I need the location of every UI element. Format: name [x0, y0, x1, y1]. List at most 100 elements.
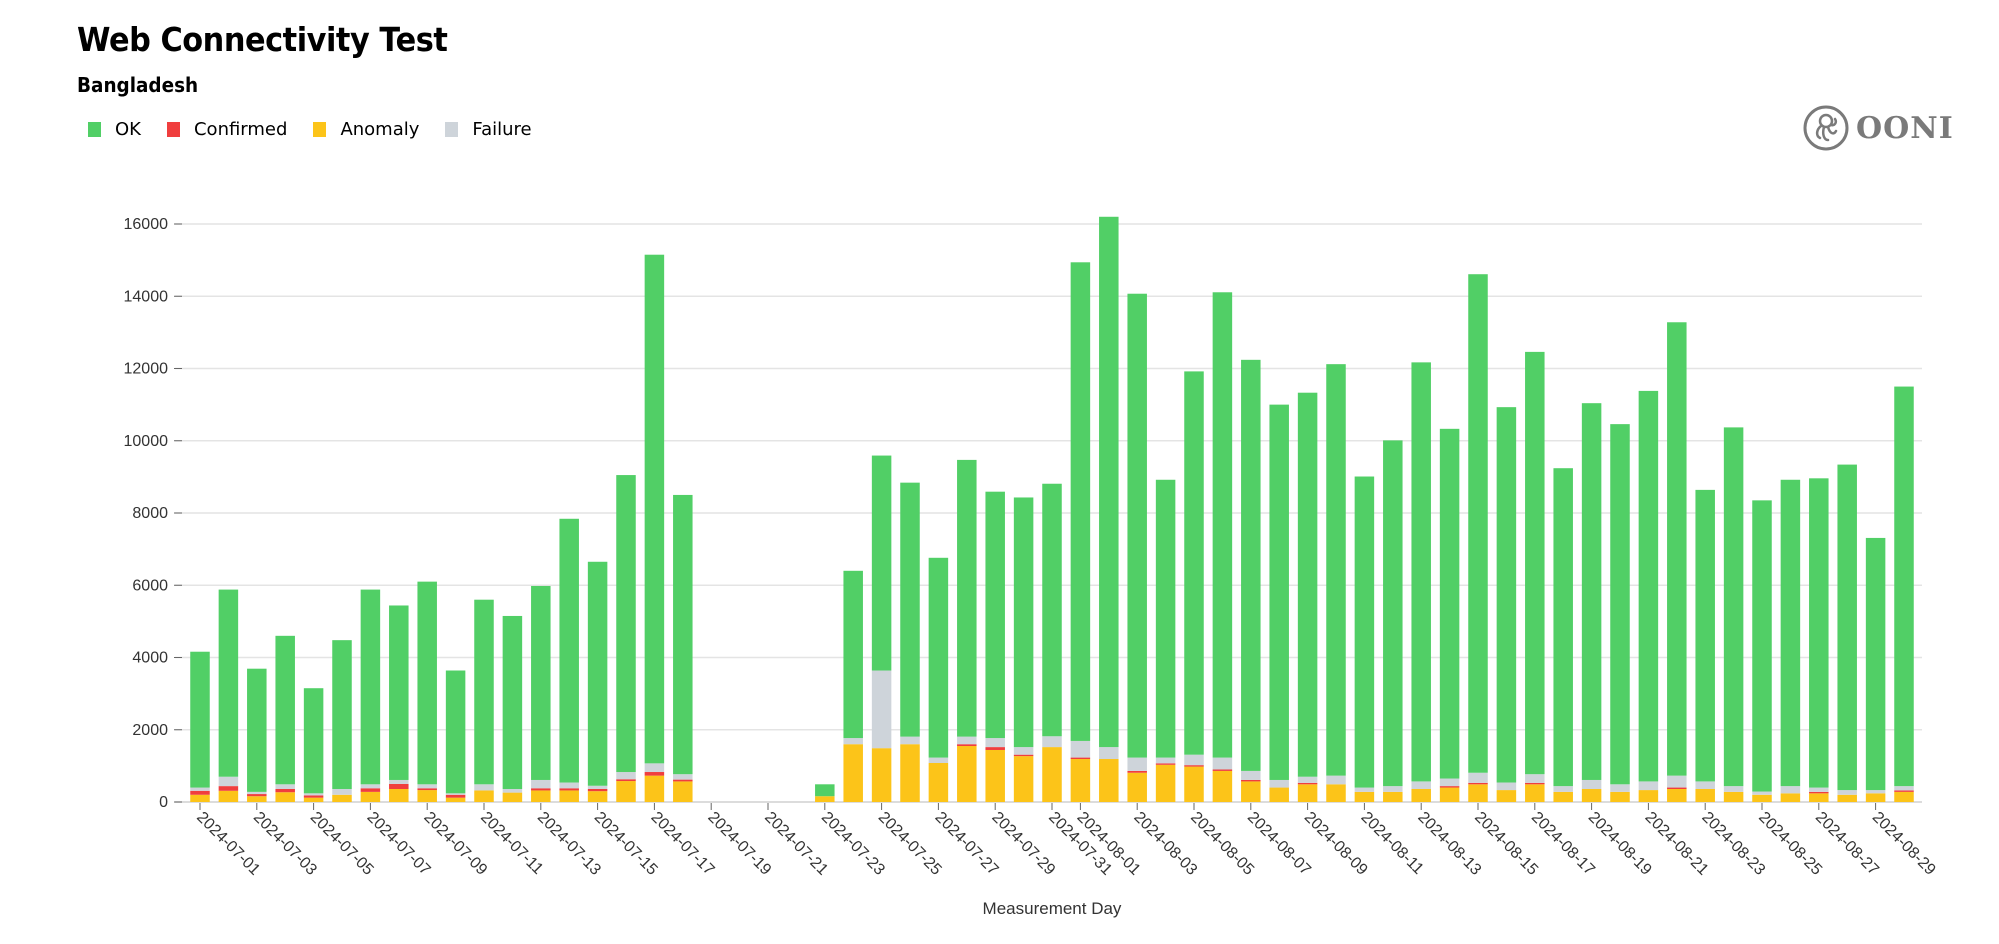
- bar-segment-anomaly[interactable]: [1496, 790, 1517, 802]
- bar-segment-confirmed[interactable]: [1297, 782, 1318, 785]
- legend-item-ok[interactable]: OK: [88, 119, 141, 140]
- bar-segment-confirmed[interactable]: [1468, 782, 1488, 785]
- bar-segment-confirmed[interactable]: [673, 779, 693, 782]
- bar-segment-failure[interactable]: [303, 793, 324, 796]
- bar-segment-failure[interactable]: [1610, 784, 1630, 792]
- bar-segment-anomaly[interactable]: [332, 794, 352, 802]
- bar-segment-failure[interactable]: [1496, 782, 1517, 791]
- bar-segment-anomaly[interactable]: [275, 792, 295, 802]
- bar-segment-ok[interactable]: [1723, 427, 1744, 787]
- bar-segment-ok[interactable]: [1099, 216, 1119, 748]
- bar-segment-failure[interactable]: [900, 736, 920, 745]
- legend-item-anomaly[interactable]: Anomaly: [313, 119, 419, 140]
- bar-segment-anomaly[interactable]: [1780, 793, 1801, 802]
- bar-segment-confirmed[interactable]: [616, 779, 636, 782]
- bar-segment-anomaly[interactable]: [303, 797, 324, 802]
- bar-segment-anomaly[interactable]: [928, 762, 949, 802]
- bar-segment-failure[interactable]: [1780, 786, 1801, 794]
- bar-segment-ok[interactable]: [474, 599, 494, 785]
- bar-segment-anomaly[interactable]: [1411, 788, 1431, 802]
- bar-segment-anomaly[interactable]: [247, 796, 267, 802]
- bar-segment-anomaly[interactable]: [1865, 793, 1886, 802]
- bar-segment-confirmed[interactable]: [1212, 769, 1233, 771]
- bar-segment-failure[interactable]: [1212, 757, 1233, 770]
- bar-segment-confirmed[interactable]: [190, 790, 210, 795]
- bar-segment-ok[interactable]: [1752, 500, 1772, 792]
- bar-segment-ok[interactable]: [957, 459, 977, 737]
- bar-segment-anomaly[interactable]: [1184, 766, 1204, 802]
- bar-segment-failure[interactable]: [1099, 747, 1119, 760]
- bar-segment-anomaly[interactable]: [1837, 794, 1857, 802]
- bar-segment-failure[interactable]: [1553, 786, 1573, 792]
- bar-segment-ok[interactable]: [928, 557, 949, 758]
- bar-segment-ok[interactable]: [1439, 428, 1460, 779]
- bar-segment-anomaly[interactable]: [644, 775, 665, 802]
- bar-segment-anomaly[interactable]: [1752, 794, 1772, 802]
- bar-segment-confirmed[interactable]: [360, 788, 381, 792]
- bar-segment-ok[interactable]: [815, 784, 835, 797]
- legend-item-failure[interactable]: Failure: [445, 119, 532, 140]
- bar-segment-ok[interactable]: [1809, 478, 1829, 788]
- bar-segment-failure[interactable]: [587, 785, 608, 789]
- bar-segment-failure[interactable]: [218, 776, 239, 787]
- bar-segment-ok[interactable]: [190, 651, 210, 788]
- bar-segment-confirmed[interactable]: [303, 795, 324, 798]
- bar-segment-anomaly[interactable]: [1155, 764, 1176, 802]
- bar-segment-failure[interactable]: [1354, 787, 1375, 792]
- bar-segment-ok[interactable]: [900, 482, 920, 737]
- bar-segment-confirmed[interactable]: [1070, 757, 1091, 760]
- bar-segment-anomaly[interactable]: [1723, 791, 1744, 802]
- bar-segment-ok[interactable]: [1354, 476, 1375, 788]
- bar-segment-ok[interactable]: [1212, 292, 1233, 758]
- bar-segment-failure[interactable]: [275, 784, 295, 789]
- bar-segment-failure[interactable]: [1297, 776, 1318, 783]
- bar-segment-confirmed[interactable]: [1155, 763, 1176, 765]
- bar-segment-confirmed[interactable]: [389, 783, 409, 789]
- bar-segment-anomaly[interactable]: [957, 746, 977, 802]
- bar-segment-ok[interactable]: [1837, 464, 1857, 791]
- bar-segment-failure[interactable]: [417, 784, 437, 789]
- bar-segment-confirmed[interactable]: [1241, 779, 1261, 782]
- bar-segment-failure[interactable]: [1013, 747, 1034, 755]
- bar-segment-ok[interactable]: [445, 670, 466, 794]
- bar-segment-failure[interactable]: [1241, 770, 1261, 780]
- bar-segment-ok[interactable]: [502, 615, 523, 789]
- bar-segment-failure[interactable]: [673, 774, 693, 780]
- bar-segment-ok[interactable]: [559, 518, 579, 783]
- bar-segment-ok[interactable]: [360, 589, 381, 785]
- bar-segment-confirmed[interactable]: [957, 744, 977, 747]
- bar-segment-confirmed[interactable]: [644, 772, 665, 776]
- bar-segment-anomaly[interactable]: [1042, 747, 1062, 802]
- bar-segment-ok[interactable]: [1042, 483, 1062, 737]
- legend-item-confirmed[interactable]: Confirmed: [166, 119, 287, 140]
- bar-segment-anomaly[interactable]: [1297, 784, 1318, 802]
- bar-segment-ok[interactable]: [1581, 403, 1602, 780]
- bar-segment-failure[interactable]: [360, 784, 381, 789]
- bar-segment-failure[interactable]: [445, 793, 466, 795]
- bar-segment-ok[interactable]: [1297, 392, 1318, 777]
- bar-segment-anomaly[interactable]: [559, 790, 579, 802]
- bar-segment-anomaly[interactable]: [815, 796, 835, 802]
- bar-segment-ok[interactable]: [1865, 537, 1886, 791]
- bar-segment-ok[interactable]: [1894, 386, 1914, 787]
- bar-segment-failure[interactable]: [1723, 786, 1744, 792]
- bar-segment-failure[interactable]: [957, 736, 977, 745]
- bar-segment-failure[interactable]: [1581, 779, 1602, 789]
- bar-segment-anomaly[interactable]: [1638, 790, 1659, 802]
- bar-segment-confirmed[interactable]: [1894, 790, 1914, 792]
- bar-segment-confirmed[interactable]: [559, 788, 579, 791]
- bar-segment-failure[interactable]: [247, 791, 267, 795]
- bar-segment-ok[interactable]: [843, 570, 863, 739]
- bar-segment-failure[interactable]: [474, 784, 494, 791]
- bar-segment-anomaly[interactable]: [1894, 791, 1914, 802]
- bar-segment-ok[interactable]: [1269, 404, 1289, 780]
- bar-segment-ok[interactable]: [275, 635, 295, 785]
- bar-segment-failure[interactable]: [1070, 740, 1091, 758]
- bar-segment-anomaly[interactable]: [218, 790, 239, 802]
- bar-segment-anomaly[interactable]: [1013, 756, 1034, 802]
- bar-segment-failure[interactable]: [1269, 779, 1289, 788]
- bar-segment-failure[interactable]: [502, 788, 523, 793]
- bar-segment-failure[interactable]: [928, 757, 949, 763]
- bar-segment-ok[interactable]: [1241, 359, 1261, 771]
- bar-segment-anomaly[interactable]: [1099, 759, 1119, 802]
